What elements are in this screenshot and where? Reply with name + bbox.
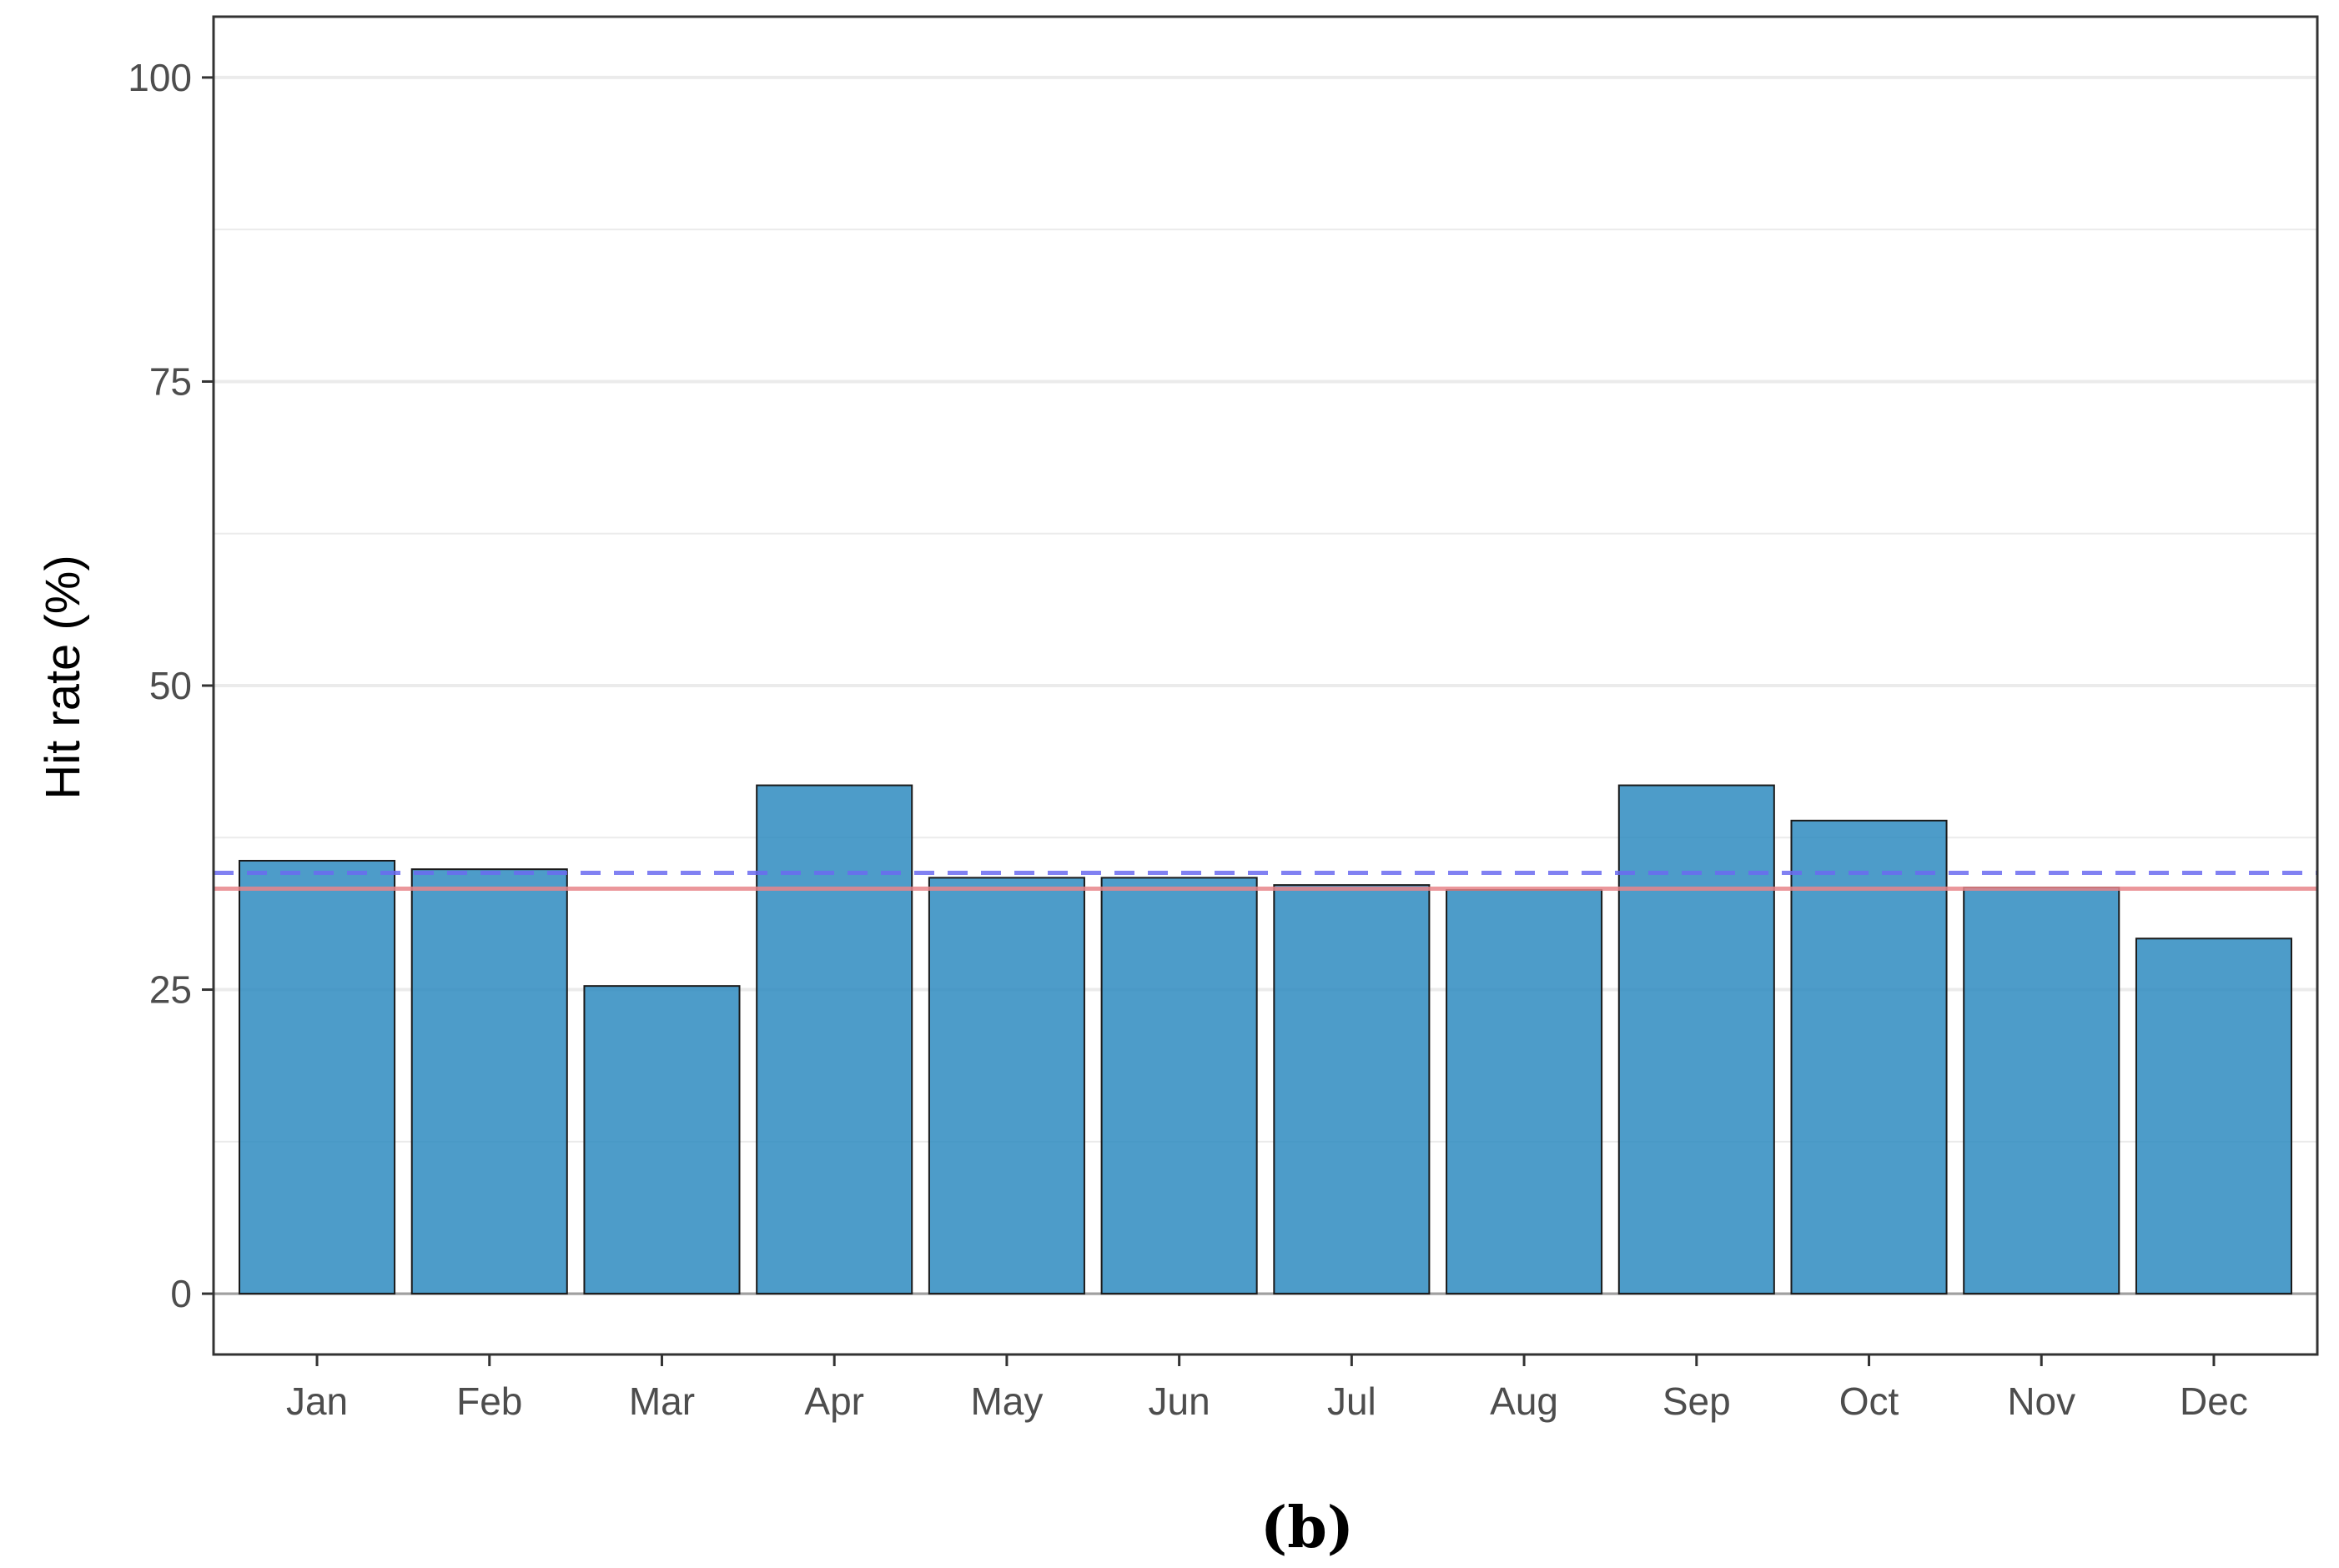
bars [239,784,2292,1295]
bar-may [928,877,1085,1295]
x-tick-label-nov: Nov [2007,1380,2075,1423]
x-tick-label-feb: Feb [456,1380,522,1423]
y-axis: 0 25 50 75 100 [128,56,214,1315]
x-tick-label-aug: Aug [1490,1380,1558,1423]
y-tick-label: 0 [170,1272,192,1315]
x-tick-label-jun: Jun [1149,1380,1210,1423]
reference-lines [214,871,2317,892]
bar-jul [1273,884,1431,1295]
bar-feb [410,868,568,1295]
bar-apr [756,784,913,1295]
bar-oct [1790,819,1948,1295]
y-tick-label: 50 [149,664,192,707]
bar-jan [239,859,396,1295]
x-tick-label-mar: Mar [629,1380,695,1423]
bar-jun [1100,877,1258,1295]
x-tick-label-oct: Oct [1839,1380,1899,1423]
bar-aug [1446,888,1603,1295]
bar-mar [583,985,741,1295]
bar-dec [2135,937,2292,1295]
x-tick-label-apr: Apr [804,1380,864,1423]
y-tick-label: 100 [128,56,192,99]
x-axis: Jan Feb Mar Apr May Jun Jul Aug Sep Oct Nov Dec [286,1354,2248,1423]
bar-sep [1617,784,1775,1295]
x-tick-label-dec: Dec [2180,1380,2248,1423]
x-tick-label-jul: Jul [1327,1380,1376,1423]
x-tick-label-jan: Jan [286,1380,348,1423]
x-tick-label-may: May [970,1380,1043,1423]
bar-nov [1963,887,2120,1295]
y-tick-label: 25 [149,968,192,1012]
y-axis-title: Hit rate (%) [36,555,90,799]
x-tick-label-sep: Sep [1662,1380,1731,1423]
y-tick-label: 75 [149,359,192,403]
panel-caption: (b) [1260,1495,1354,1561]
